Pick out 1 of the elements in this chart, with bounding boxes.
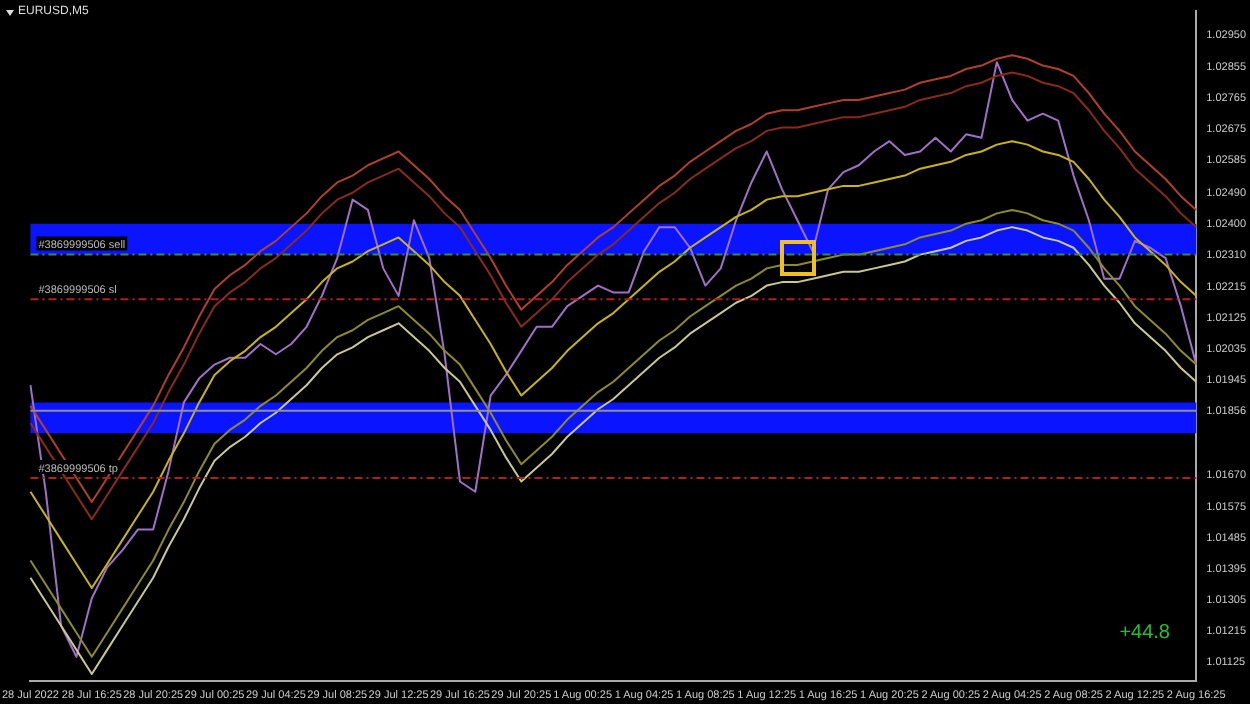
annotation: +44.8 [1119, 622, 1170, 644]
